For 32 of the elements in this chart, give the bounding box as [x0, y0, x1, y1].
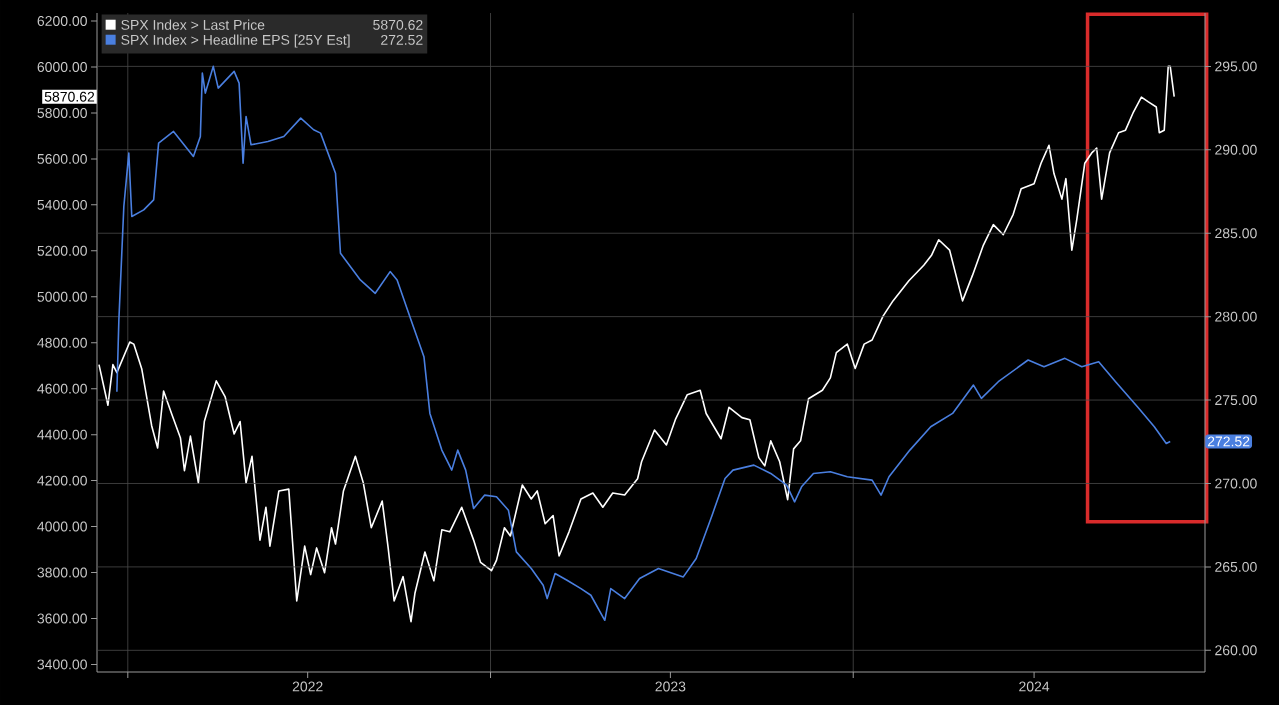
y2-tick-label: 270.00: [1215, 478, 1257, 489]
annotation: 5870.62: [373, 19, 423, 30]
y-tick-label: 5400.00: [37, 199, 87, 210]
y-tick-label: 5000.00: [37, 291, 87, 302]
legend-label: SPX Index > Headline EPS [25Y Est]: [121, 34, 350, 48]
y-tick-label: 3400.00: [37, 659, 87, 670]
y-tick-label: 4600.00: [37, 383, 87, 394]
y-tick-label: 5200.00: [37, 245, 87, 256]
y-tick-label: 4800.00: [37, 337, 87, 348]
text: 5870.62: [44, 91, 95, 102]
y2-tick-label: 295.00: [1215, 61, 1257, 72]
y-tick-label: 4200.00: [37, 475, 87, 486]
y2-tick-label: 275.00: [1215, 395, 1257, 406]
y2-tick-label: 280.00: [1215, 311, 1257, 322]
x-tick-label: 2023: [655, 681, 686, 692]
y-tick-label: 5800.00: [37, 107, 87, 118]
x-tick-label: 2022: [292, 681, 323, 692]
annotation: 272.52: [381, 34, 423, 45]
legend-label: SPX Index > Last Price: [121, 19, 265, 30]
y-tick-label: 4000.00: [37, 521, 87, 532]
y-tick-label: 6200.00: [37, 16, 87, 26]
y-tick-label: 4400.00: [37, 429, 87, 440]
text: 272.52: [1207, 436, 1250, 447]
y-tick-label: 3600.00: [37, 613, 87, 624]
y-tick-label: 6000.00: [37, 62, 87, 72]
y2-tick-label: 285.00: [1215, 228, 1257, 239]
y2-tick-label: 290.00: [1215, 144, 1257, 155]
y2-tick-label: 260.00: [1215, 645, 1257, 656]
y-tick-label: 5600.00: [37, 153, 87, 164]
y2-tick-label: 265.00: [1215, 561, 1257, 572]
x-tick-label: 2024: [1019, 681, 1050, 692]
y-tick-label: 3800.00: [37, 567, 87, 578]
